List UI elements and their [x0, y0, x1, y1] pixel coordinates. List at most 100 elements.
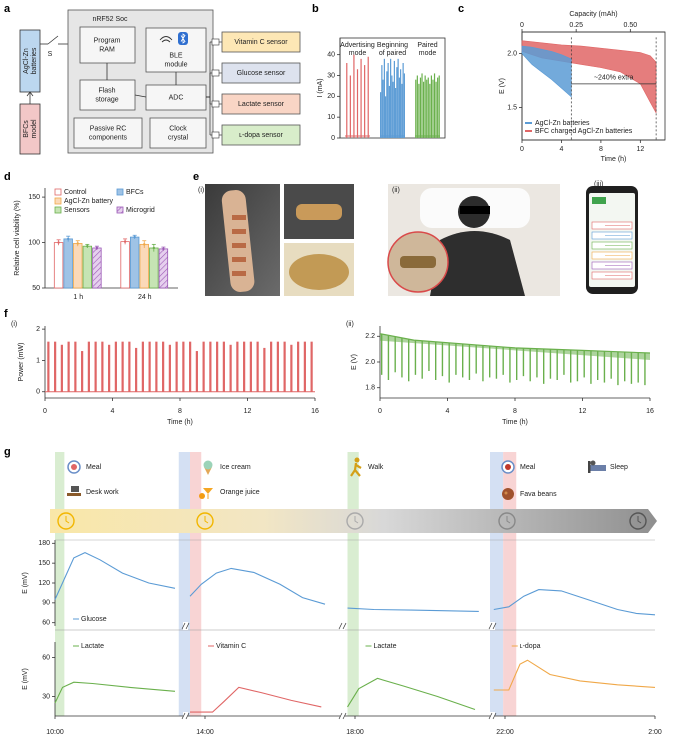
y-axis-title: I (mA) — [317, 78, 324, 97]
x-tick-label: 22:00 — [496, 729, 514, 736]
x-tick-label: 0.50 — [624, 22, 638, 29]
icon-food — [71, 464, 77, 470]
axis-break — [488, 712, 493, 720]
legend-label: Beginning — [377, 42, 408, 49]
axis-break-gap — [490, 712, 495, 720]
y-tick-label: 40 — [327, 52, 335, 59]
clock — [498, 512, 516, 530]
axis-break — [492, 622, 497, 630]
box — [221, 31, 301, 53]
legend-label: mode — [419, 50, 437, 57]
box — [73, 117, 143, 149]
axis-break-gap — [183, 712, 188, 720]
bluetooth-glyph — [180, 33, 186, 44]
x-tick-label: 0 — [520, 146, 524, 153]
legend-label: AgCl-Zn battery — [64, 198, 114, 205]
x-tick-label: 12 — [244, 408, 252, 415]
icon-headboard — [588, 461, 591, 473]
photo-electrode — [232, 271, 246, 276]
event-band — [55, 452, 65, 716]
discharge-area — [521, 45, 572, 98]
sensor-line — [54, 551, 656, 616]
clock — [629, 512, 647, 530]
x2-axis-title: Capacity (mAh) — [569, 11, 617, 18]
axis-break — [488, 622, 493, 630]
event-label: Sleep — [610, 464, 628, 471]
x-tick-label: 12 — [636, 146, 644, 153]
y-tick-label: 100 — [28, 239, 40, 246]
box — [221, 93, 301, 115]
sensor-line — [493, 659, 656, 691]
envelope-band — [380, 333, 650, 360]
data-point — [66, 237, 70, 241]
x-tick-label: 4 — [559, 146, 563, 153]
panel-label: c — [458, 3, 464, 15]
box — [79, 26, 136, 64]
data-point — [152, 246, 156, 250]
x-tick-label: 0 — [520, 22, 524, 29]
panel-label: f — [4, 308, 8, 320]
y-tick-label: 1 — [36, 357, 40, 364]
sensor-label: ʟ-dopa sensor — [239, 132, 283, 139]
event-label: Desk work — [86, 489, 119, 496]
box-label: Program — [94, 37, 121, 44]
y-axis-title: Relative cell viability (%) — [14, 200, 21, 275]
x-tick-label: 0.25 — [569, 22, 583, 29]
photo-electrode — [232, 215, 246, 220]
y-tick-label: 20 — [327, 93, 335, 100]
envelope — [379, 333, 651, 354]
sensor-label: Glucose sensor — [237, 70, 286, 77]
clock-hands — [65, 516, 70, 524]
legend-label: Lactate — [374, 643, 397, 650]
legend-label: mode — [349, 50, 367, 57]
legend-label: Lactate — [81, 643, 104, 650]
x-tick-label: 10:00 — [46, 729, 64, 736]
bar — [82, 245, 93, 289]
legend-label: AgCl-Zn batteries — [535, 120, 590, 127]
resistor — [211, 38, 220, 46]
legend-label: of paired — [379, 50, 406, 57]
panel-label: b — [312, 3, 319, 15]
icon-screen — [71, 486, 79, 492]
y-tick-label: 150 — [38, 560, 50, 567]
x-axis-title: Time (h) — [502, 419, 528, 426]
y-axis-title: Power (mW) — [18, 343, 25, 382]
x-tick-label: 0 — [43, 408, 47, 415]
sensor-line — [54, 681, 176, 704]
event-band — [178, 452, 190, 716]
resistor — [211, 69, 220, 77]
box-label: BFCs — [23, 120, 30, 138]
icon-scoop — [203, 460, 213, 470]
icon-bed — [590, 465, 606, 471]
photo-body — [430, 231, 525, 296]
icon-head — [354, 457, 360, 463]
panel-label: a — [4, 3, 11, 15]
y-tick-label: 1.8 — [365, 385, 375, 392]
box — [149, 117, 207, 149]
box-label: storage — [95, 96, 118, 103]
sensor-line — [190, 686, 322, 713]
box-label: crystal — [168, 134, 189, 141]
sub-label: (iii) — [594, 181, 603, 188]
box — [221, 124, 301, 146]
axis-break — [338, 622, 343, 630]
x-tick-label: 8 — [178, 408, 182, 415]
axis-break — [185, 712, 190, 720]
axis-break-gap — [490, 622, 495, 630]
photo-eyebar — [460, 206, 490, 214]
sub-label: (i) — [11, 321, 17, 328]
legend-label: Control — [64, 189, 87, 196]
clock-hands — [204, 516, 209, 524]
legend-swatch — [116, 188, 124, 196]
bar — [92, 247, 102, 289]
data-point — [123, 240, 127, 243]
x-axis-title: Time (h) — [601, 156, 627, 163]
icon-bean — [504, 491, 508, 495]
box — [145, 84, 207, 111]
bar — [73, 243, 83, 289]
panel-label: d — [4, 171, 11, 183]
y-tick-label: 90 — [42, 600, 50, 607]
box-label: components — [89, 134, 128, 141]
legend-label: ʟ-dopa — [520, 643, 541, 650]
wifi-icon — [159, 36, 173, 43]
